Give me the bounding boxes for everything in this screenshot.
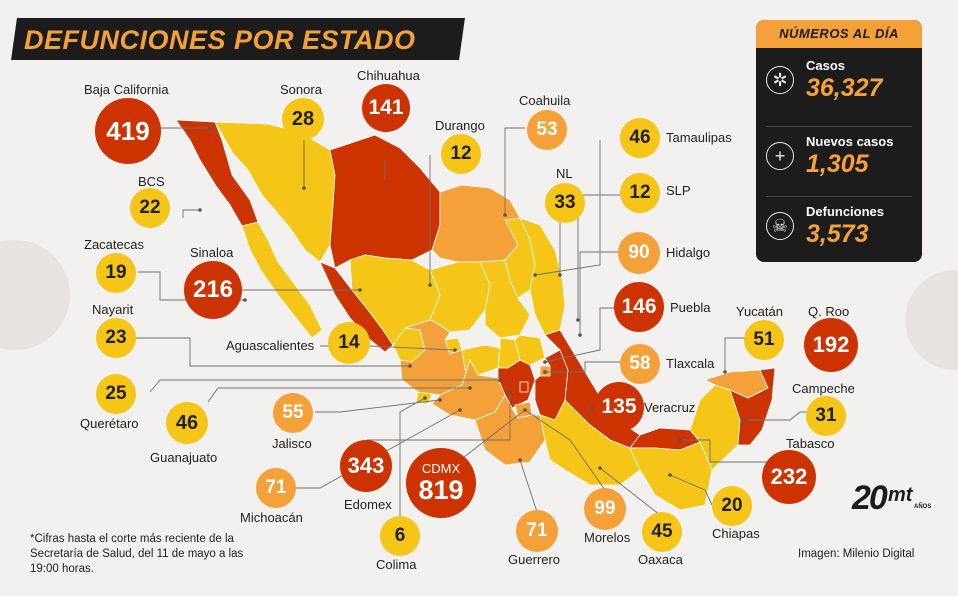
state-bubble-jalisco: 55 [273,393,313,433]
state-shape-cdmx [519,381,529,393]
state-bubble-sonora: 28 [282,98,324,140]
state-shape-oaxaca [539,399,641,486]
state-bubble-nl: 33 [545,183,585,223]
state-label-bcs: BCS [138,174,165,189]
state-shape-zacatecas [429,261,491,333]
stat-nuevos-casos-value: 1,305 [806,150,869,178]
state-bubble-guanajuato: 46 [166,402,208,444]
state-shape-quintana-roo [729,367,776,446]
state-value-cdmx: 819 [418,474,464,505]
state-bubble-tamaulipas: 46 [620,118,660,158]
leader-endpoints [198,126,747,477]
logo-number: 20 [852,479,888,517]
stats-panel: NÚMEROS AL DÍA ✲ Casos 36,327 + Nuevos c… [756,20,922,262]
logo-brand: mt [888,484,913,506]
page-title: DEFUNCIONES POR ESTADO [24,25,416,55]
state-shape-edomex [497,359,536,409]
footnote: *Cifras hasta el corte más reciente de l… [30,533,244,575]
state-label-quintana-roo: Q. Roo [808,304,850,319]
state-label-nayarit: Nayarit [92,302,134,317]
state-label-michoacan: Michoacán [240,510,303,525]
state-label-zacatecas: Zacatecas [84,237,144,252]
state-bubble-yucatan: 51 [744,320,784,360]
stats-header: NÚMEROS AL DÍA [756,20,922,48]
state-bubble-morelos: 99 [584,488,626,530]
virus-icon: ✲ [766,66,794,94]
state-bubble-aguascalientes: 14 [328,322,370,364]
state-bubble-oaxaca: 45 [642,512,682,552]
stat-defunciones-value: 3,573 [806,220,869,248]
state-bubble-michoacan: 71 [256,468,296,508]
state-bubble-cdmx: CDMX 819 [406,448,476,518]
state-bubble-tlaxcala: 58 [620,344,660,384]
state-bubble-sinaloa: 216 [184,261,242,319]
stat-casos-label: Casos [806,58,846,73]
state-label-veracruz: Veracruz [644,400,696,415]
stat-nuevos-casos-label: Nuevos casos [806,134,894,149]
stat-casos-value: 36,327 [806,74,883,102]
state-label-jalisco: Jalisco [272,436,312,451]
state-bubble-edomex: 343 [340,440,392,492]
state-bubble-guerrero: 71 [516,510,558,552]
stat-defunciones: ☠ Defunciones 3,573 [756,198,922,268]
state-shape-chihuahua [329,134,441,269]
state-label-guerrero: Guerrero [508,552,561,567]
state-bubble-quintana-roo: 192 [804,318,858,372]
stat-divider [766,126,912,127]
state-bubble-colima: 6 [380,516,420,556]
state-label-queretaro: Querétaro [80,416,139,431]
state-label-morelos: Morelos [584,530,631,545]
state-label-coahuila: Coahuila [519,93,571,108]
state-label-hidalgo: Hidalgo [666,245,711,260]
state-label-yucatan: Yucatán [736,304,783,319]
state-bubble-chiapas: 20 [712,486,752,526]
image-credit: Imagen: Milenio Digital [798,548,915,560]
state-label-campeche: Campeche [792,381,855,396]
state-bubble-slp: 12 [620,173,660,213]
state-bubble-puebla: 146 [614,282,664,332]
state-bubble-hidalgo: 90 [618,232,660,274]
state-shape-bcs [241,221,323,339]
state-label-baja-california: Baja California [84,82,169,97]
state-bubble-tabasco: 232 [762,450,816,504]
state-label-edomex: Edomex [344,497,392,512]
stat-divider [766,196,912,197]
logo-tagline: AÑOS [914,504,932,510]
state-label-slp: SLP [666,183,691,198]
state-label-tlaxcala: Tlaxcala [666,356,715,371]
state-label-colima: Colima [376,557,417,572]
state-bubble-veracruz: 135 [594,382,644,432]
state-bubble-coahuila: 53 [527,110,567,150]
state-label-cdmx: CDMX [421,460,461,476]
state-label-durango: Durango [435,118,485,133]
state-label-sinaloa: Sinaloa [190,245,234,260]
stat-nuevos-casos: + Nuevos casos 1,305 [756,128,922,198]
milenio-20-logo: 20 mt AÑOS [852,478,938,518]
state-label-tabasco: Tabasco [786,436,835,451]
state-label-chiapas: Chiapas [712,526,760,541]
state-bubble-queretaro: 25 [96,374,136,414]
state-bubble-zacatecas: 19 [96,253,136,293]
state-bubble-baja-california: 419 [95,98,161,164]
state-label-chihuahua: Chihuahua [357,68,420,83]
state-bubble-chihuahua: 141 [362,84,410,132]
state-label-nl: NL [556,166,573,181]
state-label-sonora: Sonora [280,82,322,97]
state-label-tamaulipas: Tamaulipas [666,130,732,145]
stat-defunciones-label: Defunciones [806,204,885,219]
skull-icon: ☠ [766,212,794,240]
state-label-oaxaca: Oaxaca [638,552,683,567]
plus-icon: + [766,142,794,170]
state-label-guanajuato: Guanajuato [150,450,218,465]
state-bubble-campeche: 31 [806,396,846,436]
state-bubble-durango: 12 [441,134,481,174]
stat-casos: ✲ Casos 36,327 [756,52,922,122]
state-bubble-nayarit: 23 [96,318,136,358]
state-bubble-bcs: 22 [130,188,170,228]
state-label-aguascalientes: Aguascalientes [226,338,315,353]
state-label-puebla: Puebla [670,300,711,315]
